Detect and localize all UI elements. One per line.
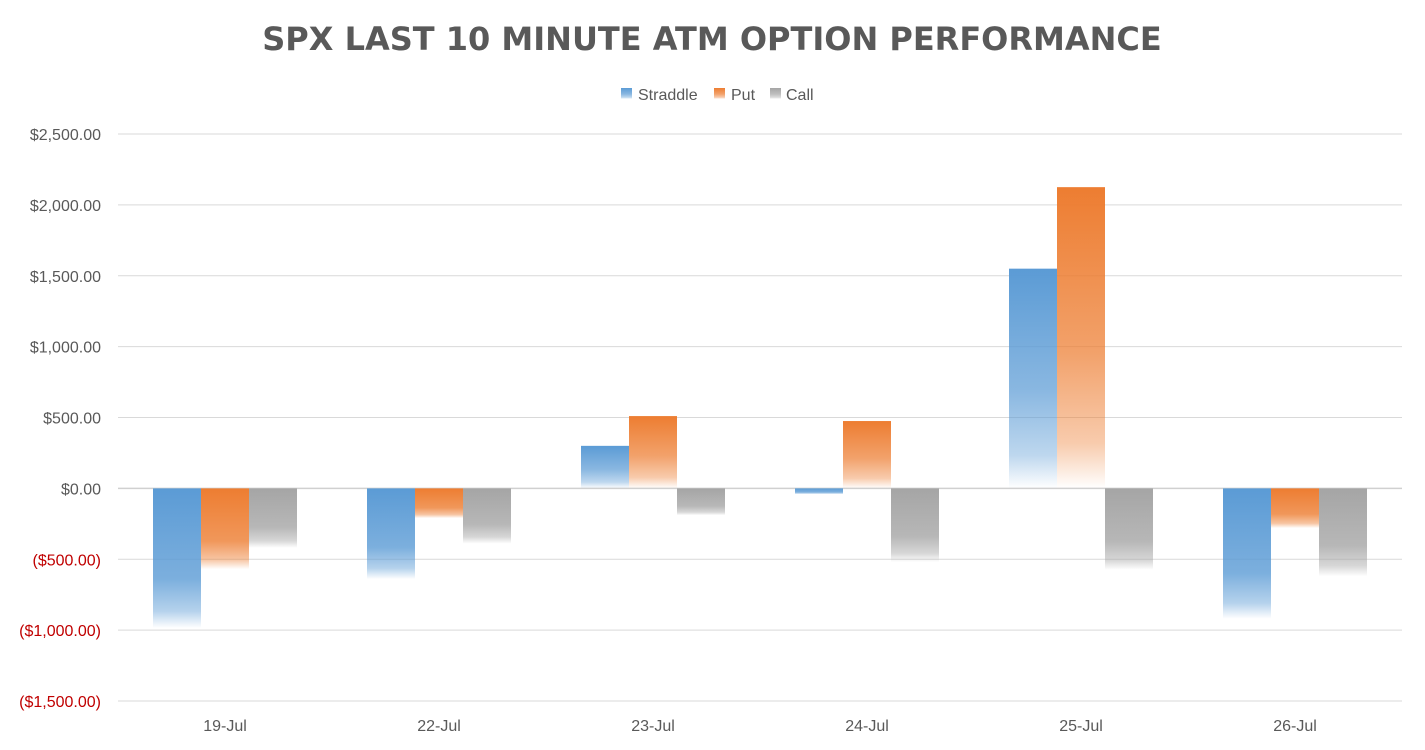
- bar-call-22-jul: [463, 488, 511, 544]
- bar-straddle-26-jul: [1223, 488, 1271, 619]
- legend-item-call: Call: [770, 87, 814, 104]
- y-tick-label: $1,000.00: [30, 340, 101, 357]
- bar-straddle-23-jul: [581, 445, 629, 489]
- x-category-label-22-jul: 22-Jul: [417, 718, 461, 735]
- y-tick-label: $2,500.00: [30, 127, 101, 144]
- y-tick-label: $0.00: [61, 481, 101, 498]
- legend-swatch-call: [770, 88, 781, 99]
- bar-straddle-25-jul: [1009, 268, 1057, 489]
- bar-straddle-24-jul: [795, 488, 843, 495]
- legend: Straddle Put Call: [621, 87, 814, 104]
- y-tick-label: $500.00: [43, 411, 101, 428]
- legend-label-straddle: Straddle: [638, 87, 698, 104]
- legend-item-put: Put: [714, 87, 756, 104]
- bar-put-26-jul: [1271, 488, 1319, 529]
- x-axis-category-labels: 19-Jul 22-Jul 23-Jul 24-Jul 25-Jul 26-Jul: [203, 718, 1317, 735]
- x-category-label-23-jul: 23-Jul: [631, 718, 675, 735]
- x-category-label-25-jul: 25-Jul: [1059, 718, 1103, 735]
- bar-call-23-jul: [677, 488, 725, 516]
- bar-put-22-jul: [415, 488, 463, 519]
- bar-straddle-19-jul: [153, 488, 201, 628]
- legend-swatch-straddle: [621, 88, 632, 99]
- legend-item-straddle: Straddle: [621, 87, 698, 104]
- x-category-label-19-jul: 19-Jul: [203, 718, 247, 735]
- bar-put-24-jul: [843, 421, 891, 489]
- bar-straddle-22-jul: [367, 488, 415, 580]
- x-category-label-26-jul: 26-Jul: [1273, 718, 1317, 735]
- bar-call-19-jul: [249, 488, 297, 548]
- bar-call-24-jul: [891, 488, 939, 563]
- bar-put-19-jul: [201, 488, 249, 570]
- y-tick-label: $2,000.00: [30, 198, 101, 215]
- bars: [153, 187, 1367, 628]
- y-tick-label: $1,500.00: [30, 269, 101, 286]
- legend-swatch-put: [714, 88, 725, 99]
- bar-call-26-jul: [1319, 488, 1367, 577]
- legend-label-put: Put: [731, 87, 756, 104]
- y-tick-label: ($500.00): [33, 552, 102, 569]
- y-axis-tick-labels: $2,500.00 $2,000.00 $1,500.00 $1,000.00 $500…: [19, 127, 101, 711]
- y-tick-label: ($1,500.00): [19, 694, 101, 711]
- bar-call-25-jul: [1105, 488, 1153, 570]
- gridlines: [118, 133, 1402, 702]
- x-category-label-24-jul: 24-Jul: [845, 718, 889, 735]
- bar-put-25-jul: [1057, 187, 1105, 489]
- y-tick-label: ($1,000.00): [19, 623, 101, 640]
- chart-title: SPX LAST 10 MINUTE ATM OPTION PERFORMANC…: [262, 20, 1162, 58]
- bar-put-23-jul: [629, 416, 677, 489]
- legend-label-call: Call: [786, 87, 814, 104]
